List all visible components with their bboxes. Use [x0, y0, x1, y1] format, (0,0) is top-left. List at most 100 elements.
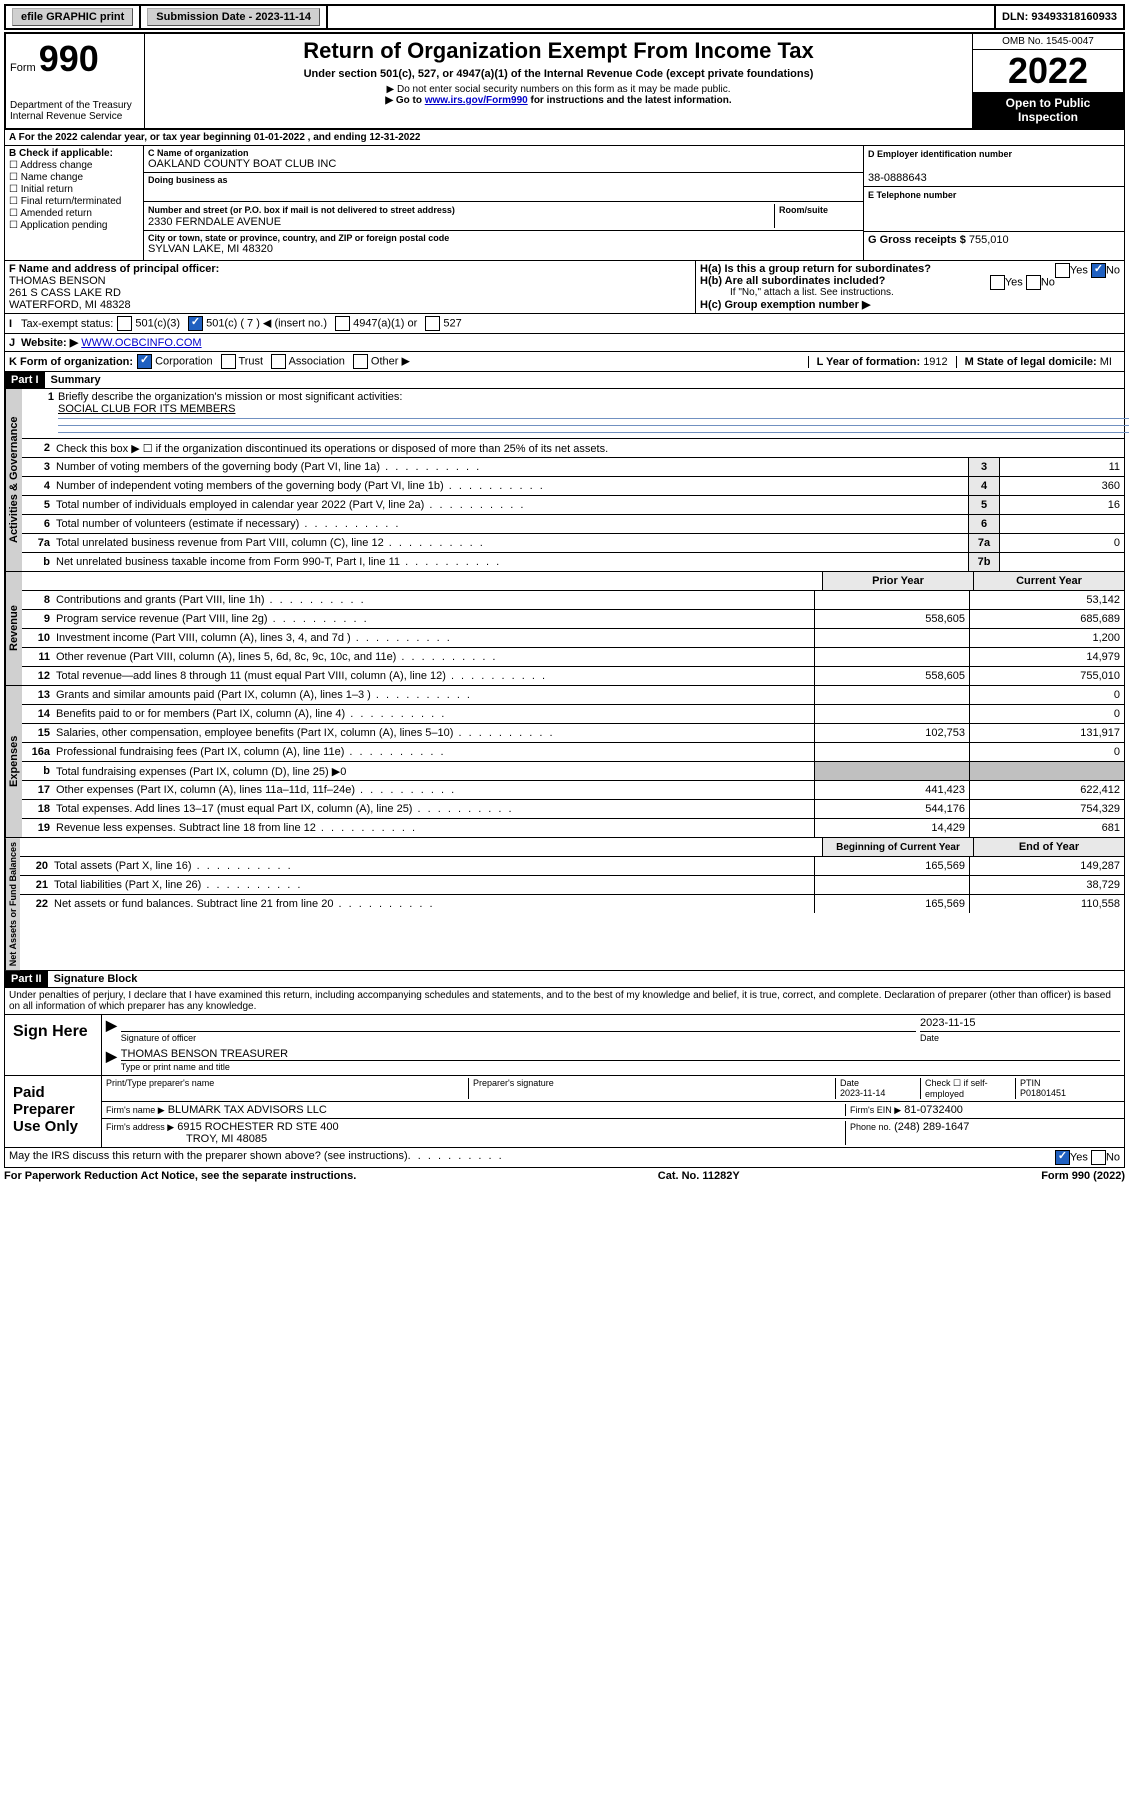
org-name-label: C Name of organization	[148, 148, 859, 158]
cb-527[interactable]	[425, 316, 440, 331]
city-value: SYLVAN LAKE, MI 48320	[148, 243, 859, 255]
org-name-row: C Name of organization OAKLAND COUNTY BO…	[144, 146, 863, 173]
gross-row: G Gross receipts $ 755,010	[864, 232, 1124, 260]
cb-corp[interactable]: ✓	[137, 354, 152, 369]
table-row: 19Revenue less expenses. Subtract line 1…	[22, 819, 1124, 837]
part2-title: Signature Block	[48, 971, 144, 987]
sign-here-label: Sign Here	[5, 1015, 102, 1075]
cb-final-return[interactable]: ☐ Final return/terminated	[9, 196, 139, 207]
hb-yes[interactable]	[990, 275, 1005, 290]
website-row: J Website: ▶ WWW.OCBCINFO.COM	[4, 334, 1125, 352]
note2-pre: ▶ Go to	[385, 95, 424, 106]
name-label: Type or print name and title	[121, 1062, 230, 1072]
sign-date: 2023-11-15	[920, 1017, 1120, 1032]
rev-label: Revenue	[5, 572, 22, 685]
table-row: 5Total number of individuals employed in…	[22, 496, 1124, 515]
discuss-no[interactable]	[1091, 1150, 1106, 1165]
addr-label: Number and street (or P.O. box if mail i…	[148, 205, 455, 215]
sign-section: Sign Here ▶ Signature of officer 2023-11…	[4, 1015, 1125, 1076]
col-current: Current Year	[973, 572, 1124, 590]
footer: For Paperwork Reduction Act Notice, see …	[4, 1168, 1125, 1184]
section-deg: D Employer identification number 38-0888…	[863, 146, 1124, 260]
sig-label: Signature of officer	[121, 1033, 196, 1043]
irs-link[interactable]: www.irs.gov/Form990	[425, 95, 528, 106]
officer-addr2: WATERFORD, MI 48328	[9, 299, 131, 311]
city-row: City or town, state or province, country…	[144, 231, 863, 257]
address-row: Number and street (or P.O. box if mail i…	[144, 202, 863, 231]
cb-name-change[interactable]: ☐ Name change	[9, 172, 139, 183]
cb-4947[interactable]	[335, 316, 350, 331]
officer-addr1: 261 S CASS LAKE RD	[9, 287, 121, 299]
table-row: 9Program service revenue (Part VIII, lin…	[22, 610, 1124, 629]
year-formation: L Year of formation: 1912	[808, 356, 956, 368]
preparer-date: 2023-11-14	[840, 1088, 885, 1098]
label-i: I	[9, 318, 21, 330]
officer-name: THOMAS BENSON	[9, 275, 106, 287]
korg-row: K Form of organization: ✓ Corporation Tr…	[4, 352, 1125, 372]
submission-button[interactable]: Submission Date - 2023-11-14	[147, 8, 320, 26]
website-link[interactable]: WWW.OCBCINFO.COM	[81, 337, 201, 349]
cb-application-pending[interactable]: ☐ Application pending	[9, 220, 139, 231]
table-row: 16aProfessional fundraising fees (Part I…	[22, 743, 1124, 762]
table-row: 7aTotal unrelated business revenue from …	[22, 534, 1124, 553]
ha-no[interactable]: ✓	[1091, 263, 1106, 278]
spacer	[328, 6, 996, 28]
note2-post: for instructions and the latest informat…	[528, 95, 732, 106]
form-number: 990	[39, 38, 99, 79]
state-domicile: M State of legal domicile: MI	[956, 356, 1120, 368]
exp-label: Expenses	[5, 686, 22, 837]
preparer-row1: Print/Type preparer's name Preparer's si…	[102, 1076, 1124, 1102]
footer-left: For Paperwork Reduction Act Notice, see …	[4, 1170, 356, 1182]
form-subtitle: Under section 501(c), 527, or 4947(a)(1)…	[149, 68, 968, 80]
hb-no[interactable]	[1026, 275, 1041, 290]
col-begin: Beginning of Current Year	[822, 838, 973, 856]
note1: ▶ Do not enter social security numbers o…	[149, 84, 968, 95]
ha-row: H(a) Is this a group return for subordin…	[700, 263, 1120, 275]
paid-label: Paid Preparer Use Only	[5, 1076, 102, 1147]
table-row: 12Total revenue—add lines 8 through 11 (…	[22, 667, 1124, 685]
paid-preparer-section: Paid Preparer Use Only Print/Type prepar…	[4, 1076, 1125, 1148]
exp-section: Expenses 13Grants and similar amounts pa…	[5, 685, 1124, 837]
table-row: 21Total liabilities (Part X, line 26)38,…	[20, 876, 1124, 895]
cb-initial-return[interactable]: ☐ Initial return	[9, 184, 139, 195]
cb-other[interactable]	[353, 354, 368, 369]
label-j: J	[9, 337, 21, 349]
cb-amended[interactable]: ☐ Amended return	[9, 208, 139, 219]
top-bar: efile GRAPHIC print Submission Date - 20…	[4, 4, 1125, 30]
firm-addr1: 6915 ROCHESTER RD STE 400	[177, 1121, 338, 1133]
discuss-yes[interactable]: ✓	[1055, 1150, 1070, 1165]
part1-badge: Part I	[5, 372, 45, 388]
officer-section: F Name and address of principal officer:…	[4, 261, 1125, 314]
hc-row: H(c) Group exemption number ▶	[700, 298, 1120, 311]
col-date: Date	[840, 1078, 859, 1088]
ein-value: 38-0888643	[868, 172, 927, 184]
firm-phone: (248) 289-1647	[894, 1121, 969, 1133]
cb-trust[interactable]	[221, 354, 236, 369]
section-h: H(a) Is this a group return for subordin…	[696, 261, 1124, 313]
efile-cell: efile GRAPHIC print	[6, 6, 141, 28]
gov-section: Activities & Governance 1Briefly describ…	[5, 389, 1124, 571]
cb-501c3[interactable]	[117, 316, 132, 331]
rev-header-row: Prior Year Current Year	[22, 572, 1124, 591]
efile-button[interactable]: efile GRAPHIC print	[12, 8, 133, 26]
table-row: 15Salaries, other compensation, employee…	[22, 724, 1124, 743]
cb-501c[interactable]: ✓	[188, 316, 203, 331]
addr-value: 2330 FERNDALE AVENUE	[148, 216, 281, 228]
net-section: Net Assets or Fund Balances Beginning of…	[5, 837, 1124, 970]
table-row: 6Total number of volunteers (estimate if…	[22, 515, 1124, 534]
part1-title: Summary	[45, 372, 107, 388]
table-row: 20Total assets (Part X, line 16)165,5691…	[20, 857, 1124, 876]
room-label: Room/suite	[779, 205, 828, 215]
line-a-text: For the 2022 calendar year, or tax year …	[19, 132, 421, 143]
penalty-text: Under penalties of perjury, I declare th…	[4, 988, 1125, 1015]
part1-body: Activities & Governance 1Briefly describ…	[4, 389, 1125, 971]
open-public-badge: Open to Public Inspection	[973, 92, 1123, 128]
date-label: Date	[920, 1033, 939, 1043]
cb-address-change[interactable]: ☐ Address change	[9, 160, 139, 171]
cb-assoc[interactable]	[271, 354, 286, 369]
col-preparer-name: Print/Type preparer's name	[106, 1078, 469, 1099]
ha-yes[interactable]	[1055, 263, 1070, 278]
gross-label: G Gross receipts $	[868, 234, 966, 246]
table-row: bNet unrelated business taxable income f…	[22, 553, 1124, 571]
footer-right: Form 990 (2022)	[1041, 1170, 1125, 1182]
